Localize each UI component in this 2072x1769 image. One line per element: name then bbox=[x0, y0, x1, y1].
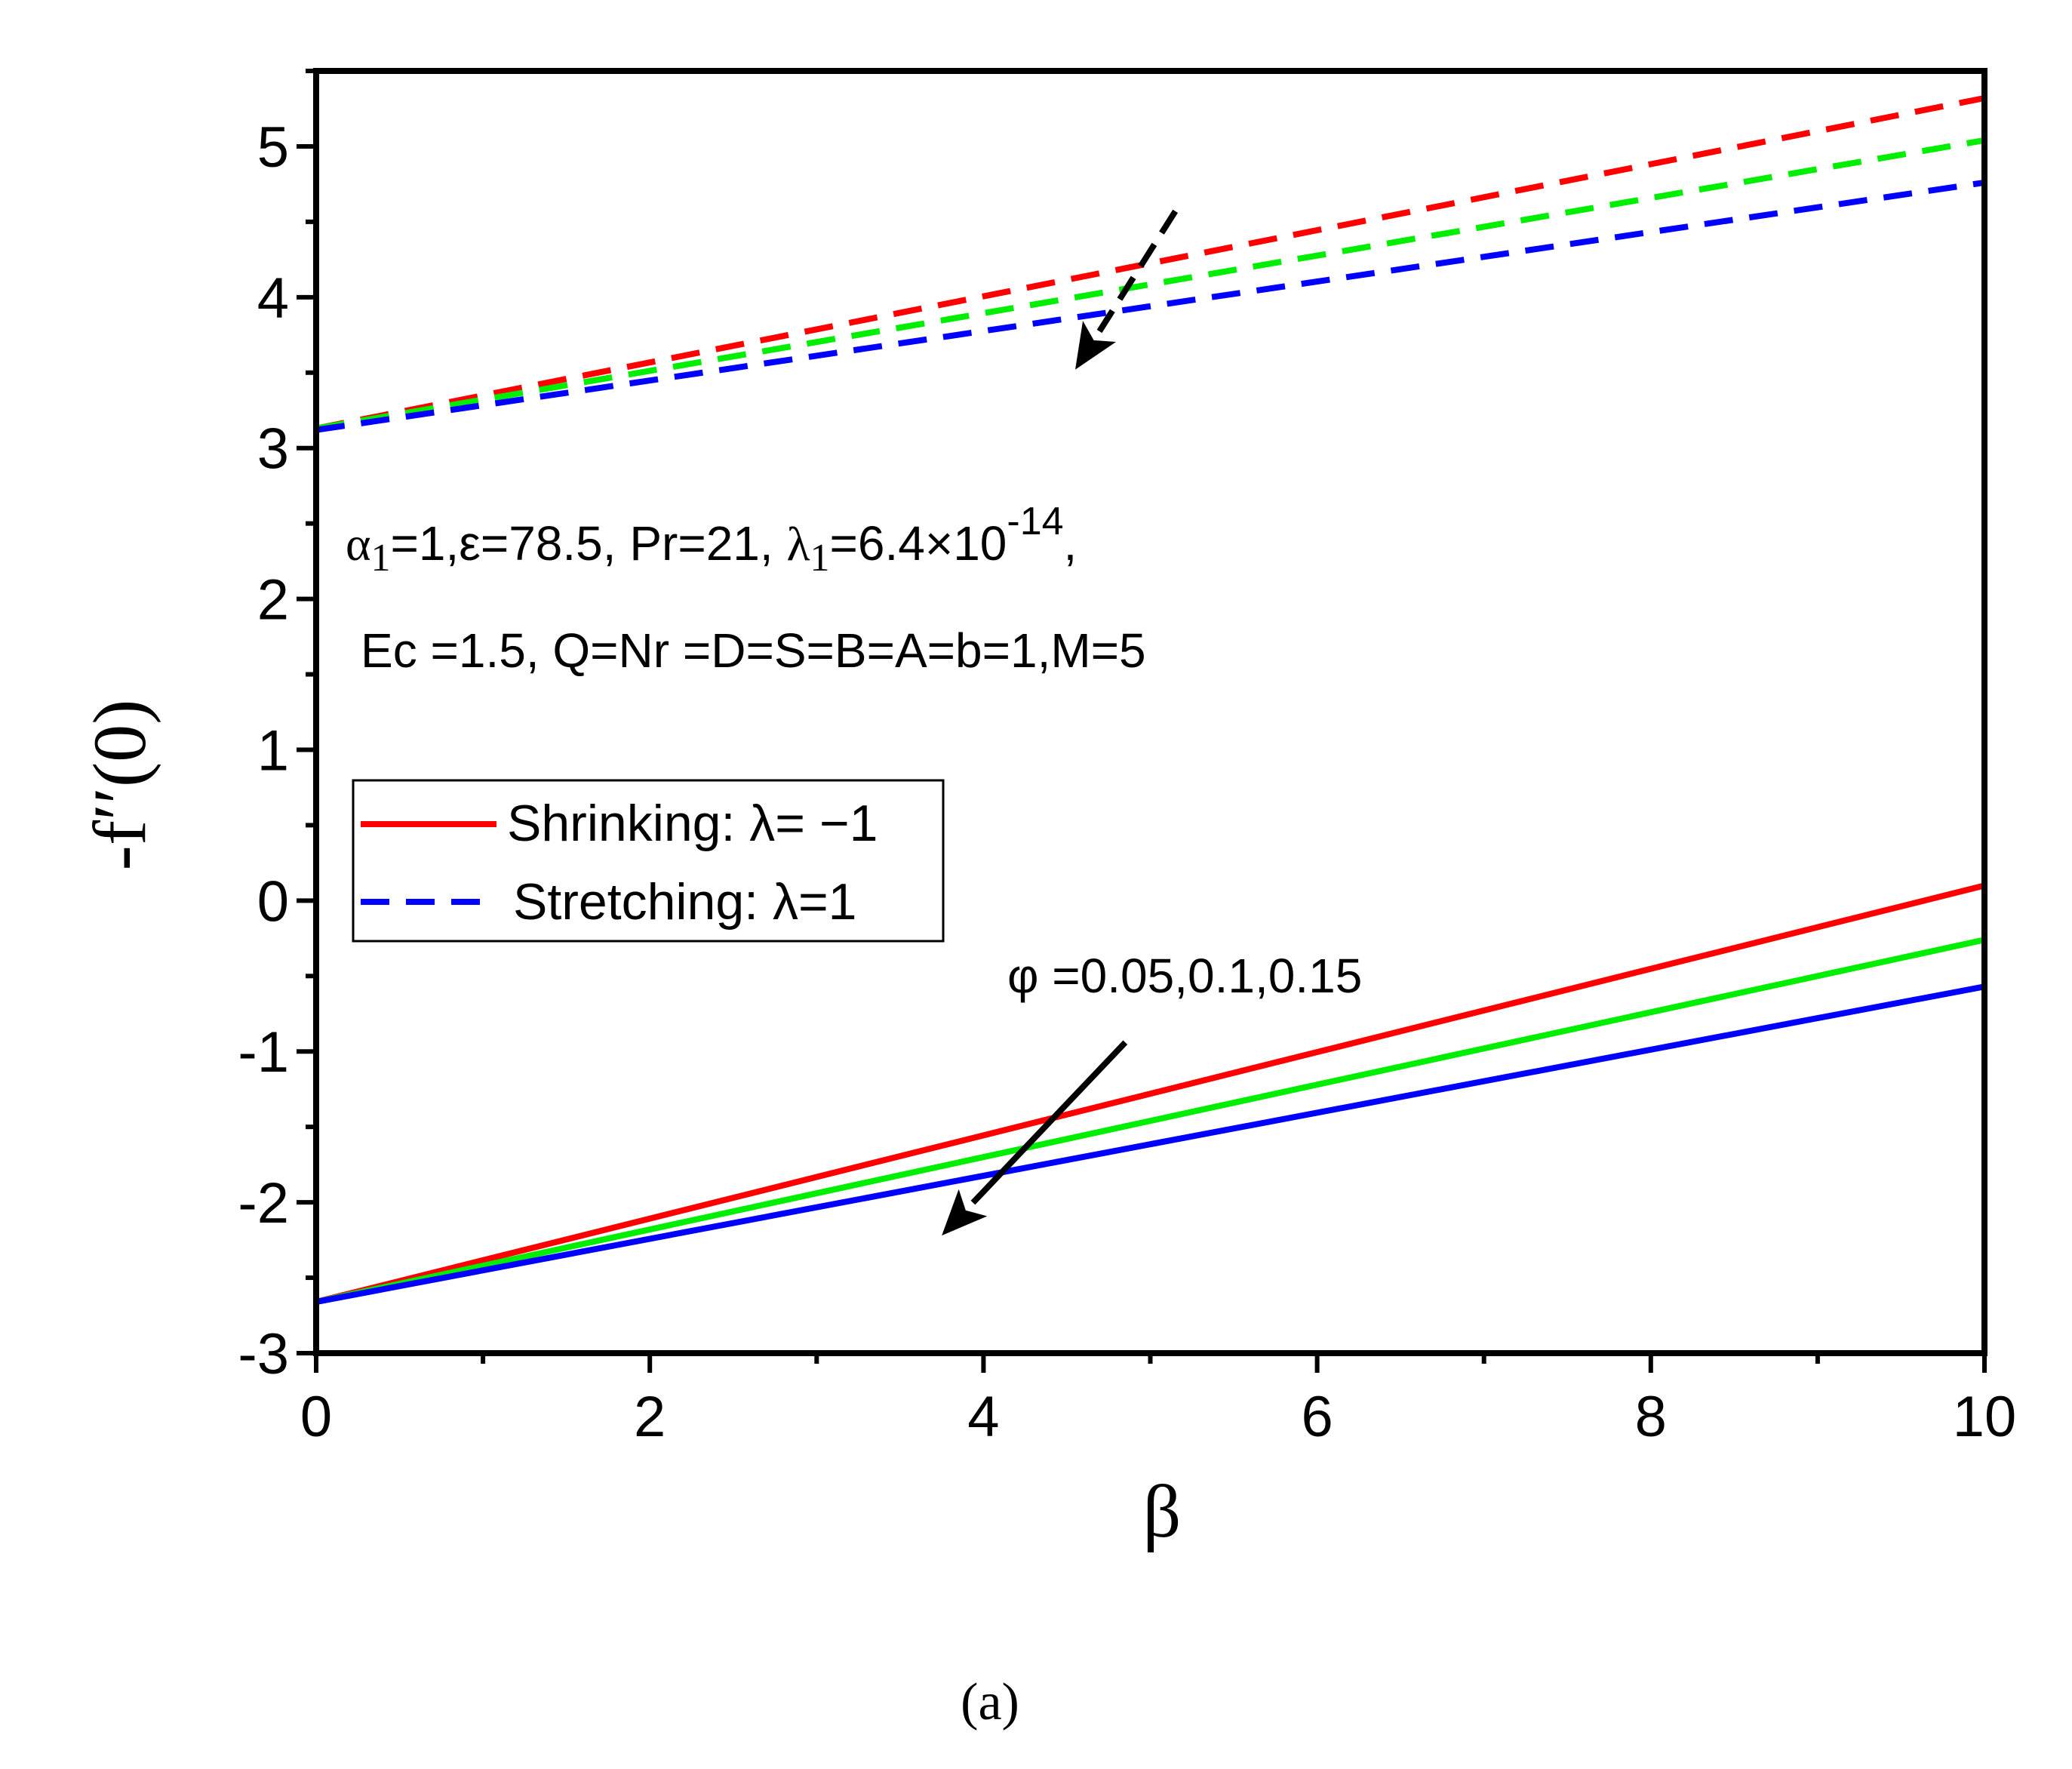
alpha-subscript: 1 bbox=[371, 537, 391, 580]
series-layer bbox=[316, 95, 1984, 1305]
solid-arrow-shaft bbox=[970, 1040, 1128, 1205]
y-tick-label: 2 bbox=[257, 568, 289, 632]
params-line-2: Ec =1.5, Q=Nr =D=S=B=A=b=1,M=5 bbox=[361, 623, 1146, 678]
series-stretching-0-15 bbox=[316, 179, 1984, 433]
params-tail: , bbox=[1064, 516, 1078, 571]
ticks-layer bbox=[297, 69, 1987, 1373]
params-text-a: =1,ε=78.5, Pr=21, bbox=[391, 516, 787, 571]
exponent: -14 bbox=[1007, 500, 1063, 543]
params-line-1: α1=1,ε=78.5, Pr=21, λ1=6.4×10-14, bbox=[346, 500, 1077, 580]
y-tick-label: 0 bbox=[257, 869, 289, 934]
x-axis-title: β bbox=[1143, 1469, 1182, 1553]
y-tick-label: -2 bbox=[238, 1171, 289, 1235]
y-tick-label: 3 bbox=[257, 417, 289, 481]
params-text-b: =6.4×10 bbox=[829, 516, 1007, 571]
x-tick-label: 4 bbox=[967, 1385, 999, 1449]
annotation-layer bbox=[942, 209, 1179, 1236]
dashed-arrow-head bbox=[1075, 321, 1117, 370]
y-tick-label: 5 bbox=[257, 115, 289, 180]
plot-frame bbox=[313, 68, 1987, 1356]
legend: Shrinking: λ= −1 Stretching: λ=1 bbox=[352, 779, 945, 943]
y-axis-title: -f′′(0) bbox=[78, 700, 161, 871]
lambda-subscript: 1 bbox=[810, 537, 829, 580]
alpha-symbol: α bbox=[346, 517, 371, 571]
dashed-arrow-shaft bbox=[1096, 209, 1179, 334]
legend-label-shrinking: Shrinking: λ= −1 bbox=[507, 795, 878, 852]
y-tick-label: -1 bbox=[238, 1020, 289, 1084]
solid-arrow-head bbox=[942, 1189, 988, 1236]
y-tick-label: -3 bbox=[238, 1322, 289, 1386]
x-tick-label: 10 bbox=[1953, 1385, 2017, 1449]
figure-caption: (a) bbox=[961, 1673, 1019, 1731]
legend-label-stretching: Stretching: λ=1 bbox=[513, 873, 856, 931]
lambda-symbol: λ bbox=[786, 517, 810, 571]
y-tick-label: 4 bbox=[257, 266, 289, 331]
y-tick-label: 1 bbox=[257, 718, 289, 783]
tick-label-layer: 0 2 4 6 8 10 -3 -2 -1 0 1 2 3 4 5 bbox=[238, 115, 2016, 1449]
legend-box bbox=[352, 779, 945, 943]
x-tick-label: 6 bbox=[1301, 1385, 1333, 1449]
series-stretching-0-1 bbox=[316, 137, 1984, 432]
series-stretching-0-05 bbox=[316, 95, 1984, 432]
series-shrinking-0-15 bbox=[316, 983, 1984, 1305]
series-shrinking-0-05 bbox=[316, 882, 1984, 1305]
x-tick-label: 0 bbox=[300, 1385, 332, 1449]
x-tick-label: 2 bbox=[634, 1385, 666, 1449]
phi-label: φ =0.05,0.1,0.15 bbox=[1007, 949, 1362, 1003]
series-shrinking-0-1 bbox=[316, 937, 1984, 1305]
x-tick-label: 8 bbox=[1635, 1385, 1667, 1449]
